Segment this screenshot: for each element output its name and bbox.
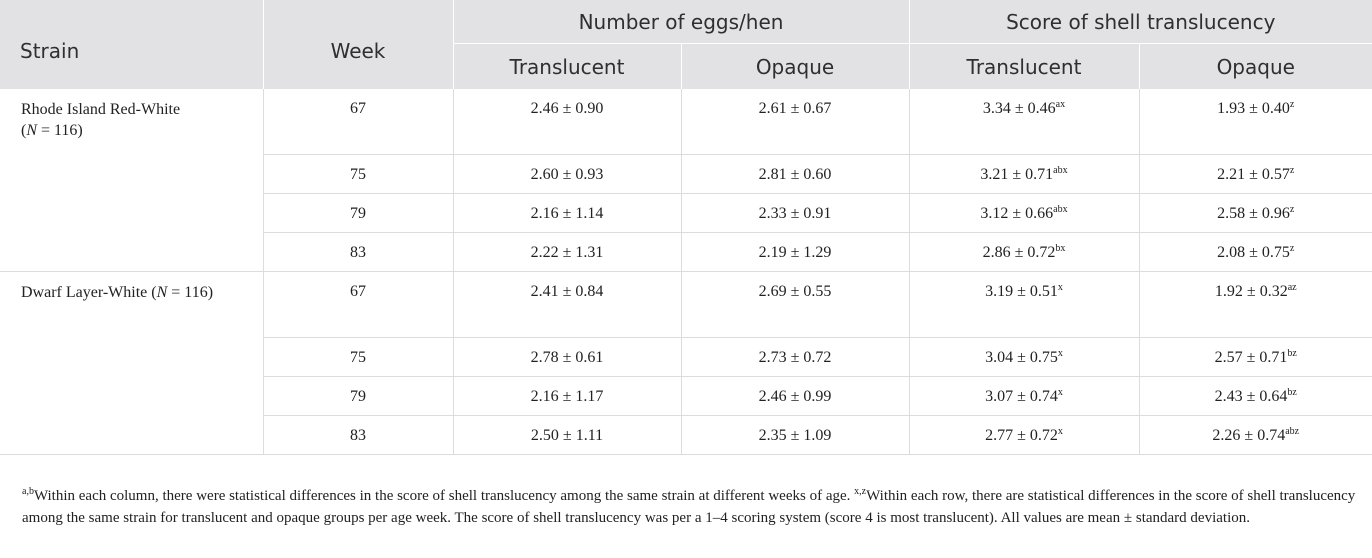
week-header: Week xyxy=(262,0,453,89)
score-translucent-cell: 3.21 ± 0.71abx xyxy=(908,154,1139,194)
footnote-text-columns: Within each column, there were statistic… xyxy=(33,488,855,504)
table-row: 75 2.60 ± 0.93 2.81 ± 0.60 3.21 ± 0.71ab… xyxy=(0,154,1372,194)
eggs-translucent-cell: 2.50 ± 1.11 xyxy=(452,415,681,455)
score-opaque-cell: 1.92 ± 0.32az xyxy=(1138,271,1372,338)
table-row: 83 2.50 ± 1.11 2.35 ± 1.09 2.77 ± 0.72x … xyxy=(0,415,1372,455)
table-row: 79 2.16 ± 1.17 2.46 ± 0.99 3.07 ± 0.74x … xyxy=(0,376,1372,416)
score-opaque-cell: 2.26 ± 0.74abz xyxy=(1138,415,1372,455)
strain-name-dwarf: Dwarf Layer-White (N = 116) xyxy=(0,271,263,455)
footnote-marker-xz: x,z xyxy=(854,486,867,497)
eggs-group-header: Number of eggs/hen xyxy=(452,0,909,44)
week-cell: 67 xyxy=(262,89,453,155)
table-row: 79 2.16 ± 1.14 2.33 ± 0.91 3.12 ± 0.66ab… xyxy=(0,193,1372,233)
score-opaque-cell: 2.43 ± 0.64bz xyxy=(1138,376,1372,416)
eggs-opaque-cell: 2.35 ± 1.09 xyxy=(680,415,909,455)
table-row: 83 2.22 ± 1.31 2.19 ± 1.29 2.86 ± 0.72bx… xyxy=(0,232,1372,272)
eggs-translucent-cell: 2.16 ± 1.17 xyxy=(452,376,681,416)
eggs-opaque-cell: 2.69 ± 0.55 xyxy=(680,271,909,338)
strain-header: Strain xyxy=(0,0,263,89)
eggs-translucent-cell: 2.22 ± 1.31 xyxy=(452,232,681,272)
eggs-opaque-header: Opaque xyxy=(680,43,909,89)
week-cell: 83 xyxy=(262,232,453,272)
score-opaque-cell: 2.57 ± 0.71bz xyxy=(1138,337,1372,377)
score-translucent-cell: 3.07 ± 0.74x xyxy=(908,376,1139,416)
score-translucent-cell: 2.77 ± 0.72x xyxy=(908,415,1139,455)
score-opaque-cell: 2.21 ± 0.57z xyxy=(1138,154,1372,194)
score-group-header: Score of shell translucency xyxy=(908,0,1372,44)
table-row: 75 2.78 ± 0.61 2.73 ± 0.72 3.04 ± 0.75x … xyxy=(0,337,1372,377)
score-translucent-header: Translucent xyxy=(908,43,1139,89)
eggs-opaque-cell: 2.46 ± 0.99 xyxy=(680,376,909,416)
table-row: Rhode Island Red-White (N = 116) 67 2.46 … xyxy=(0,89,1372,272)
week-cell: 75 xyxy=(262,337,453,377)
week-cell: 83 xyxy=(262,415,453,455)
eggs-translucent-cell: 2.16 ± 1.14 xyxy=(452,193,681,233)
footnote-text-rows: Within each row, there are statistical d… xyxy=(22,488,1356,526)
eggs-translucent-header: Translucent xyxy=(452,43,681,89)
table-row: Dwarf Layer-White (N = 116) 67 2.41 ± 0.… xyxy=(0,271,1372,455)
week-cell: 67 xyxy=(262,271,453,338)
score-opaque-cell: 2.58 ± 0.96z xyxy=(1138,193,1372,233)
score-translucent-cell: 3.12 ± 0.66abx xyxy=(908,193,1139,233)
week-cell: 79 xyxy=(262,376,453,416)
score-translucent-cell: 3.04 ± 0.75x xyxy=(908,337,1139,377)
score-opaque-cell: 1.93 ± 0.40z xyxy=(1138,89,1372,155)
table-footnote: a,bWithin each column, there were statis… xyxy=(22,485,1367,529)
eggs-translucent-cell: 2.41 ± 0.84 xyxy=(452,271,681,338)
score-translucent-cell: 3.19 ± 0.51x xyxy=(908,271,1139,338)
eggs-translucent-cell: 2.60 ± 0.93 xyxy=(452,154,681,194)
data-table: Strain Week Number of eggs/hen Score of … xyxy=(0,0,1372,455)
eggs-opaque-cell: 2.19 ± 1.29 xyxy=(680,232,909,272)
score-translucent-cell: 2.86 ± 0.72bx xyxy=(908,232,1139,272)
score-opaque-header: Opaque xyxy=(1138,43,1372,89)
footnote-marker-ab: a,b xyxy=(22,486,34,497)
eggs-translucent-cell: 2.46 ± 0.90 xyxy=(452,89,681,155)
score-opaque-cell: 2.08 ± 0.75z xyxy=(1138,232,1372,272)
strain-name-rir: Rhode Island Red-White (N = 116) xyxy=(0,89,263,272)
eggs-translucent-cell: 2.78 ± 0.61 xyxy=(452,337,681,377)
score-translucent-cell: 3.34 ± 0.46ax xyxy=(908,89,1139,155)
eggs-opaque-cell: 2.81 ± 0.60 xyxy=(680,154,909,194)
eggs-opaque-cell: 2.33 ± 0.91 xyxy=(680,193,909,233)
week-cell: 75 xyxy=(262,154,453,194)
eggs-opaque-cell: 2.61 ± 0.67 xyxy=(680,89,909,155)
eggs-opaque-cell: 2.73 ± 0.72 xyxy=(680,337,909,377)
week-cell: 79 xyxy=(262,193,453,233)
